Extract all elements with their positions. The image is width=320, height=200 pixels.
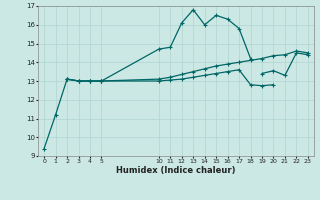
X-axis label: Humidex (Indice chaleur): Humidex (Indice chaleur): [116, 166, 236, 175]
